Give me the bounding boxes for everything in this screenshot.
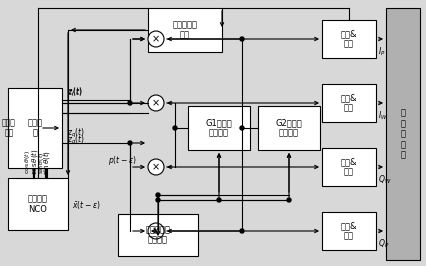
Text: G1参考波
形生成器: G1参考波 形生成器 [206,118,232,138]
Text: $\cos\theta(t)$: $\cos\theta(t)$ [23,150,32,174]
Text: $Q_P$: $Q_P$ [378,238,389,251]
Circle shape [240,126,244,130]
Text: $I_W$: $I_W$ [378,110,388,123]
Circle shape [156,198,160,202]
Text: 积分&
清零: 积分& 清零 [341,93,357,113]
Text: $\sin\theta(t)$: $\sin\theta(t)$ [40,150,52,175]
Text: ×: × [152,98,160,108]
Circle shape [148,95,164,111]
Bar [322,212,376,250]
Text: 积分&
清零: 积分& 清零 [341,221,357,241]
Text: 载波相位鉴
别器: 载波相位鉴 别器 [173,20,198,40]
Text: ×: × [152,162,160,172]
Text: $\bar{x}(t-\varepsilon)$: $\bar{x}(t-\varepsilon)$ [72,199,101,211]
Circle shape [128,141,132,145]
Bar [322,84,376,122]
Circle shape [128,101,132,105]
Text: $z_i(t)$: $z_i(t)$ [67,86,83,99]
Bar [322,20,376,58]
Text: $z_q(t)$: $z_q(t)$ [67,134,85,147]
Text: ×: × [152,226,160,236]
Text: $p(t-\varepsilon)$: $p(t-\varepsilon)$ [108,154,137,167]
Bar [8,178,68,230]
Text: 积分&
清零: 积分& 清零 [341,157,357,177]
Text: $\cos\theta(t)$: $\cos\theta(t)$ [29,148,40,175]
Text: 伪
码
鉴
相
器: 伪 码 鉴 相 器 [400,109,406,159]
Text: ×: × [152,34,160,44]
Circle shape [240,229,244,233]
Text: 积分&
清零: 积分& 清零 [341,29,357,49]
Text: 相位旋
转: 相位旋 转 [28,118,43,138]
Bar [258,106,320,150]
Circle shape [148,159,164,175]
Circle shape [217,198,221,202]
Text: $\sin\theta(t)$: $\sin\theta(t)$ [37,151,46,174]
Bar [118,214,198,256]
Circle shape [240,37,244,41]
Text: 本地复制信
号生成器: 本地复制信 号生成器 [146,225,170,245]
Circle shape [148,223,164,239]
Text: $z_i(t)$: $z_i(t)$ [67,86,83,98]
Text: 接收的
信号: 接收的 信号 [2,118,16,138]
Circle shape [156,193,160,197]
Bar [188,106,250,150]
Text: $I_P$: $I_P$ [378,46,386,59]
Text: G2参考波
形生成器: G2参考波 形生成器 [276,118,302,138]
Bar [148,8,222,52]
Text: 本地载波
NCO: 本地载波 NCO [28,194,48,214]
Text: $z_q(t)$: $z_q(t)$ [67,126,85,139]
Bar [8,88,62,168]
Circle shape [287,198,291,202]
Circle shape [173,126,177,130]
Text: $Q_W$: $Q_W$ [378,174,391,186]
Bar [322,148,376,186]
Circle shape [148,31,164,47]
Bar [386,8,420,260]
